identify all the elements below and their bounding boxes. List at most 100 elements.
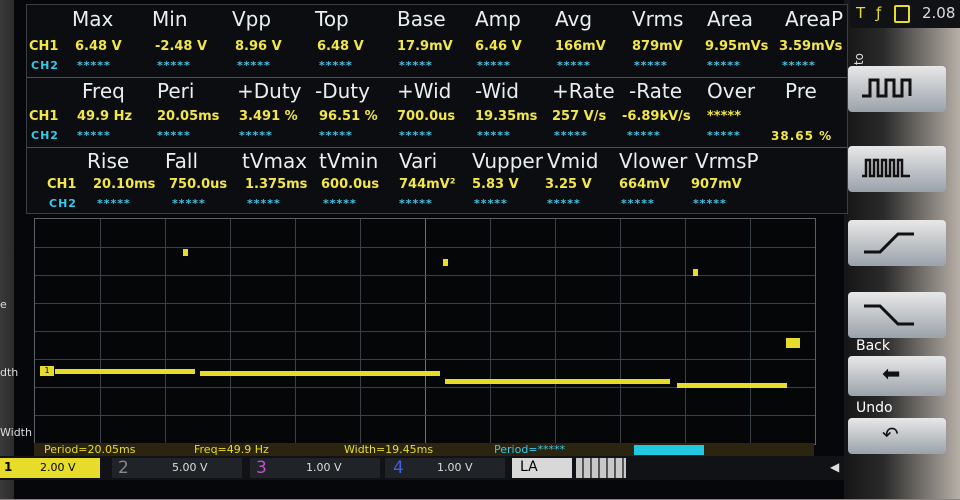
ch1-top: 6.48 V: [317, 39, 364, 54]
label-pduty: +Duty: [237, 79, 302, 103]
falling-edge-icon: [864, 304, 914, 326]
back-arrow-icon: ⬅: [882, 362, 901, 387]
ch1-tag: CH1: [29, 39, 59, 54]
label-pwid: +Wid: [397, 79, 452, 103]
ch2-val: *****: [399, 129, 433, 142]
ch1-trace-segment: [445, 379, 670, 384]
pulse-train-icon: [862, 158, 910, 178]
grid-line: [35, 275, 815, 276]
measure-ch1-row3: CH1 20.10ms 750.0us 1.375ms 600.0us 744m…: [27, 177, 847, 197]
left-edge-label: e: [0, 298, 7, 311]
square-wave-button[interactable]: [848, 66, 946, 112]
left-edge-label: dth: [0, 366, 19, 379]
ch2-val: *****: [319, 59, 353, 72]
ch4-num: 4: [393, 458, 404, 478]
grid-line: [35, 247, 815, 248]
label-over: Over: [707, 79, 756, 103]
falling-edge-button[interactable]: [848, 292, 946, 338]
ch1-vrms: 879mV: [632, 39, 683, 54]
speaker-icon[interactable]: ◀: [830, 460, 840, 474]
scope-screen: Max Min Vpp Top Base Amp Avg Vrms Area A…: [14, 0, 848, 499]
label-prate: +Rate: [552, 79, 615, 103]
ch3-num: 3: [256, 458, 267, 478]
ch2-val: *****: [693, 197, 727, 210]
label-min: Min: [152, 7, 188, 31]
undo-label: Undo: [856, 400, 893, 416]
ch1-avg: 166mV: [555, 39, 606, 54]
divider: [27, 147, 847, 148]
waveform-grid[interactable]: [34, 218, 816, 445]
ch2-num: 2: [118, 458, 129, 478]
ch2-val: *****: [157, 59, 191, 72]
ch1-nrate: -6.89kV/s: [622, 109, 691, 124]
ch2-val: *****: [707, 59, 741, 72]
ch1-tvmin: 600.0us: [321, 177, 380, 192]
ch1-freq: 49.9 Hz: [77, 109, 133, 124]
ch2-val: *****: [157, 129, 191, 142]
ch2-val: *****: [172, 197, 206, 210]
memory-indicator: [634, 445, 704, 455]
ch1-ground-marker[interactable]: 1: [40, 366, 54, 376]
ch2-val: *****: [477, 59, 511, 72]
measure-ch2-row1: CH2 ***** ***** ***** ***** ***** ***** …: [27, 59, 847, 79]
square-wave-icon: [862, 78, 912, 98]
ch1-amp: 6.46 V: [475, 39, 522, 54]
trigger-level-marker[interactable]: [786, 338, 800, 348]
ch2-val: *****: [782, 59, 816, 72]
grid-line: [35, 359, 815, 360]
measure-cursor-marker: [443, 259, 448, 266]
ch1-base: 17.9mV: [397, 39, 453, 54]
label-tvmin: tVmin: [319, 149, 379, 173]
label-vari: Vari: [399, 149, 438, 173]
label-nwid: -Wid: [475, 79, 519, 103]
ch2-val: *****: [77, 59, 111, 72]
measure-ch2-row3: CH2 ***** ***** ***** ***** ***** ***** …: [27, 197, 847, 217]
ch2-val: *****: [239, 129, 273, 142]
ch2-val: *****: [477, 129, 511, 142]
ch1-vlower: 664mV: [619, 177, 670, 192]
measurement-panel: Max Min Vpp Top Base Amp Avg Vrms Area A…: [26, 4, 848, 214]
ch1-pduty: 3.491 %: [239, 109, 298, 124]
measure-header-row3: Rise Fall tVmax tVmin Vari Vupper Vmid V…: [27, 149, 847, 173]
divider: [27, 77, 847, 78]
trigger-mode: T: [856, 4, 866, 22]
ch2-val: *****: [627, 129, 661, 142]
ch2-val: *****: [474, 197, 508, 210]
ch2-scale: 5.00 V: [172, 461, 208, 474]
ch1-peri: 20.05ms: [157, 109, 220, 124]
measure-cursor-marker: [183, 249, 188, 256]
ch2-val: *****: [77, 129, 111, 142]
back-button[interactable]: ⬅: [848, 356, 946, 396]
label-avg: Avg: [555, 7, 593, 31]
label-vmid: Vmid: [547, 149, 599, 173]
label-area: Area: [707, 7, 754, 31]
ch1-scale: 2.00 V: [40, 461, 76, 474]
ch2-val: *****: [97, 197, 131, 210]
ch2-val: *****: [621, 197, 655, 210]
pulse-train-button[interactable]: [848, 146, 946, 192]
rising-edge-button[interactable]: [848, 220, 946, 266]
label-vpp: Vpp: [232, 7, 272, 31]
label-vrms: Vrms: [632, 7, 684, 31]
ch1-scale-button[interactable]: 1 2.00 V: [0, 458, 100, 478]
ch4-scale-button[interactable]: 4 1.00 V: [385, 458, 505, 478]
ch1-trace-segment: [55, 369, 195, 374]
ch2-val: *****: [707, 129, 741, 142]
measure-status-bar: Period=20.05ms Freq=49.9 Hz Width=19.45m…: [34, 443, 814, 457]
ch1-max: 6.48 V: [75, 39, 122, 54]
undo-button[interactable]: ↶: [848, 418, 946, 454]
grid-line: [35, 415, 815, 416]
ch1-rise: 20.10ms: [93, 177, 156, 192]
la-button[interactable]: LA: [512, 458, 572, 478]
ch1-tvmax: 1.375ms: [245, 177, 308, 192]
ch1-fall: 750.0us: [169, 177, 228, 192]
back-label: Back: [856, 338, 890, 354]
measure-header-row1: Max Min Vpp Top Base Amp Avg Vrms Area A…: [27, 7, 847, 31]
ch1-vupper: 5.83 V: [472, 177, 519, 192]
ch3-scale-button[interactable]: 3 1.00 V: [250, 458, 380, 478]
ch2-scale-button[interactable]: 2 5.00 V: [112, 458, 242, 478]
ch1-tag: CH1: [47, 177, 77, 192]
ch1-min: -2.48 V: [155, 39, 208, 54]
status-period: Period=20.05ms: [44, 443, 136, 456]
ch2-val: *****: [547, 197, 581, 210]
